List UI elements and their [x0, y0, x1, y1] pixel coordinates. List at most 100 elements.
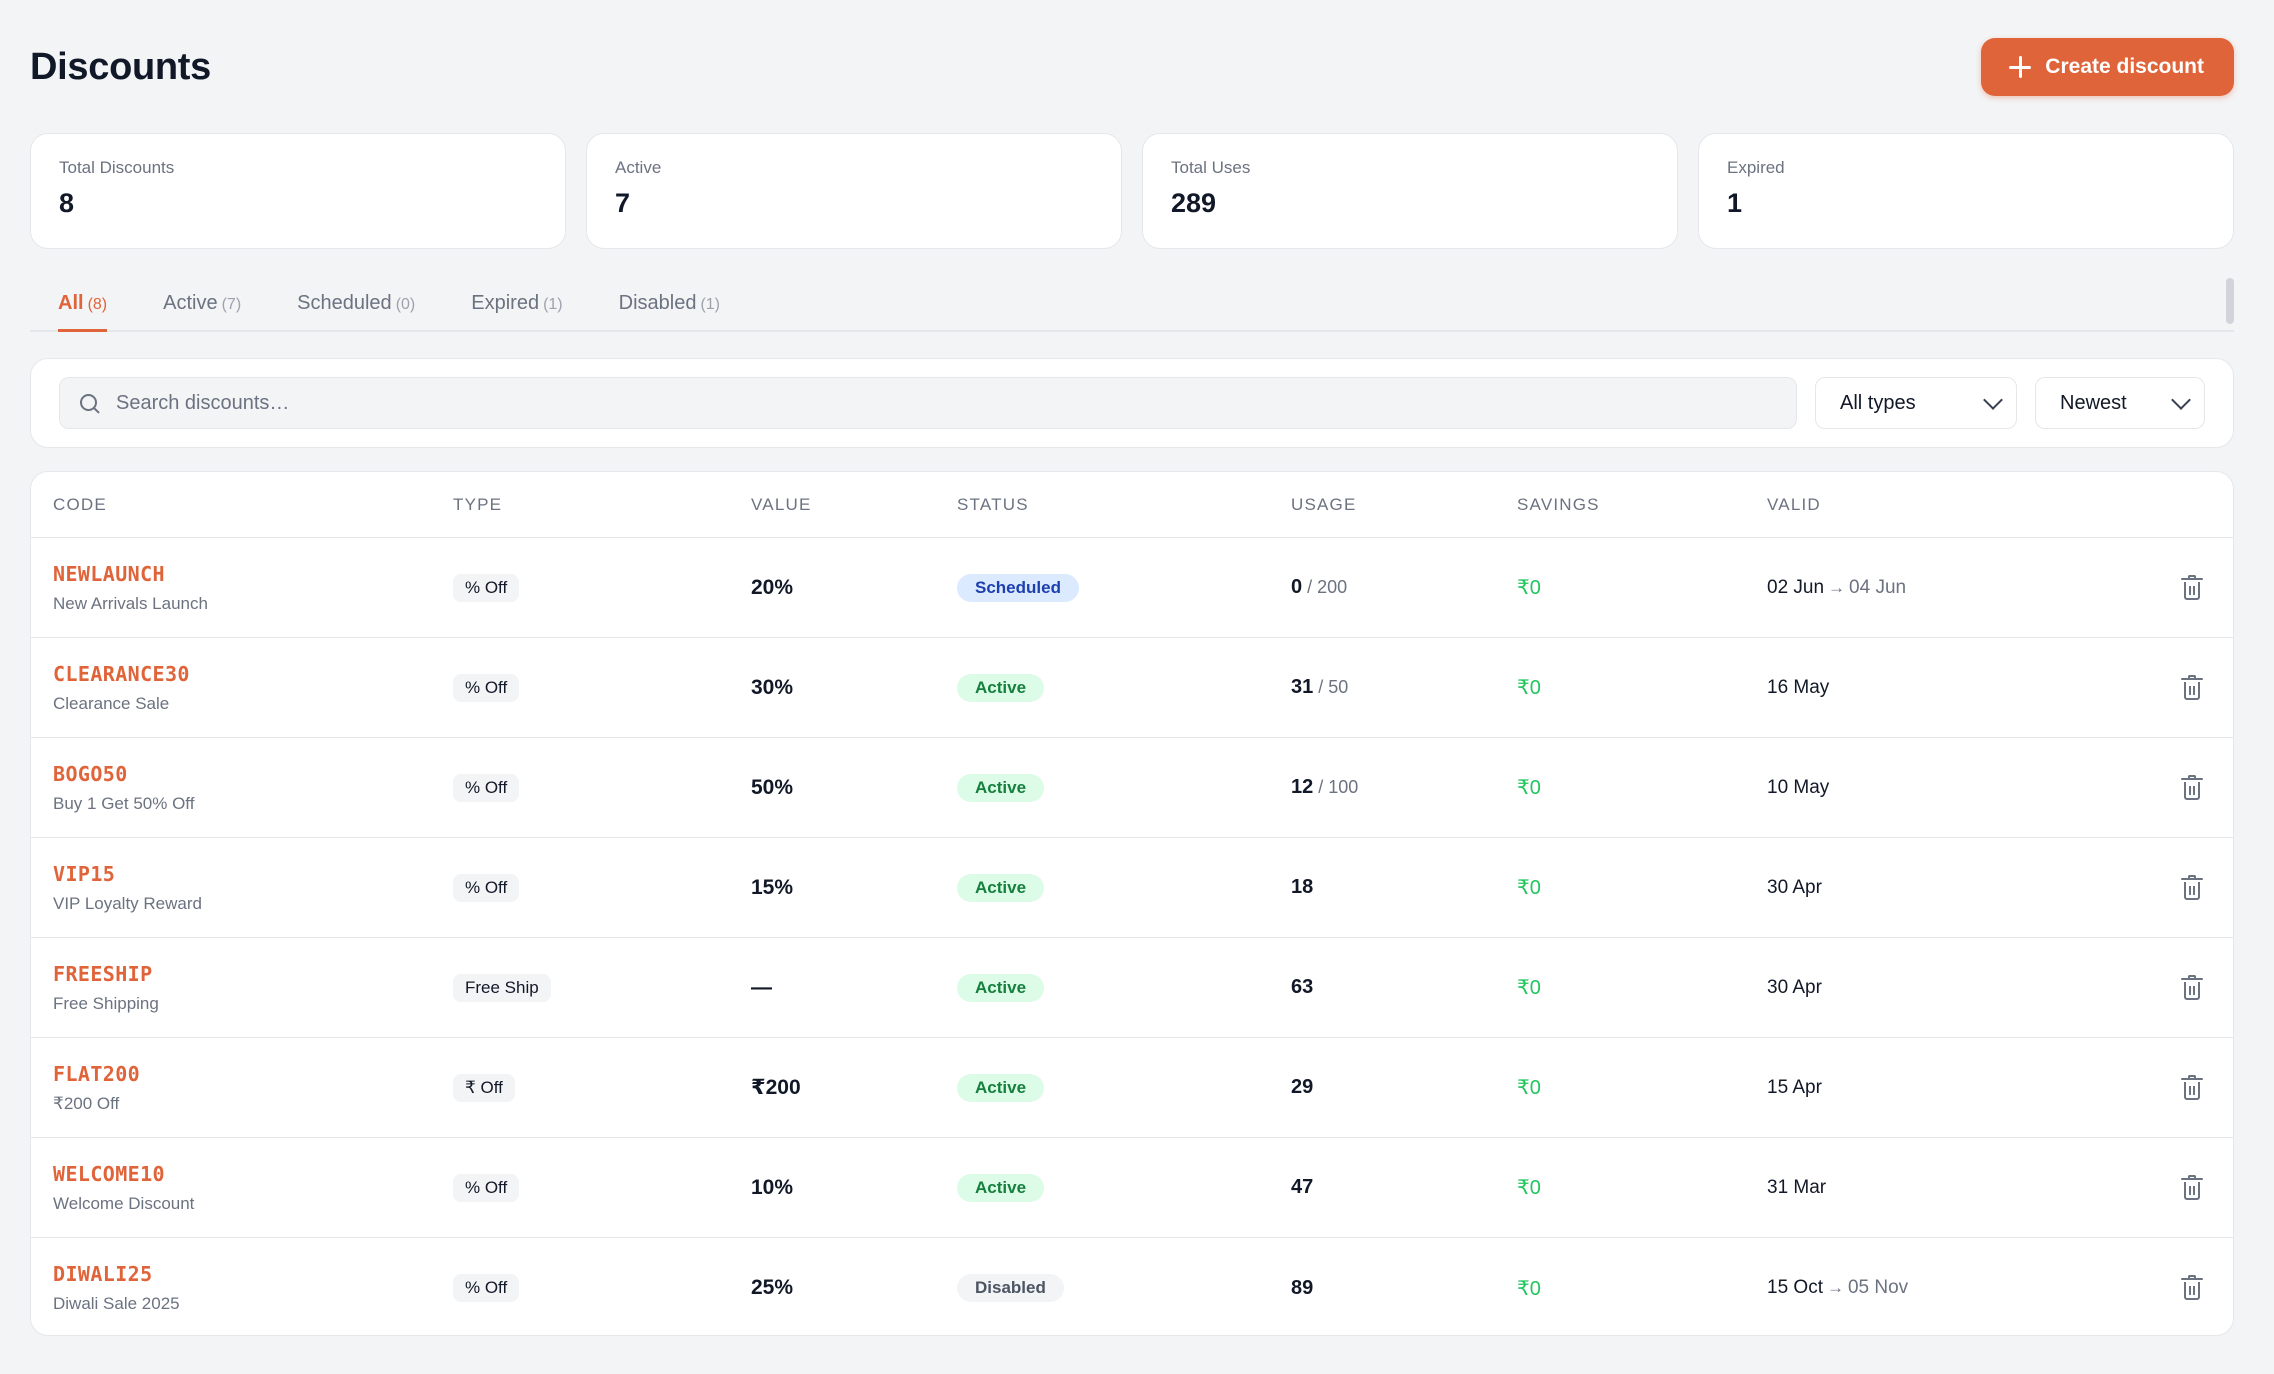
usage-cell: 12 / 100: [1291, 776, 1517, 799]
tab-disabled[interactable]: Disabled (1): [591, 280, 748, 330]
discount-name: New Arrivals Launch: [53, 593, 208, 613]
actions-cell: [2157, 574, 2227, 601]
plus-icon: [2009, 56, 2032, 78]
discount-code[interactable]: VIP15: [53, 861, 116, 886]
savings-value: ₹0: [1517, 1177, 1541, 1199]
value-cell: 30%: [751, 676, 957, 700]
tab-label: Expired: [471, 292, 540, 314]
create-discount-button[interactable]: Create discount: [1981, 38, 2234, 96]
discount-code[interactable]: BOGO50: [53, 761, 128, 786]
type-select[interactable]: All types: [1815, 377, 2017, 429]
table-row[interactable]: DIWALI25 Diwali Sale 2025 % Off 25% Disabled…: [31, 1238, 2233, 1335]
type-cell: Free Ship: [453, 973, 751, 1002]
tab-count: (7): [221, 296, 242, 313]
trash-icon[interactable]: [2181, 674, 2203, 701]
valid-cell: 15 Oct → 05 Nov: [1767, 1277, 2157, 1299]
status-cell: Disabled: [957, 1274, 1291, 1302]
usage-limit: / 100: [1313, 777, 1359, 797]
trash-icon[interactable]: [2181, 1275, 2203, 1301]
tab-expired[interactable]: Expired (1): [443, 280, 590, 330]
discount-value: —: [751, 975, 772, 999]
column-header-value: VALUE: [751, 494, 812, 514]
status-badge: Active: [957, 673, 1045, 702]
discount-code[interactable]: NEWLAUNCH: [53, 561, 165, 586]
status-cell: Active: [957, 1073, 1291, 1102]
status-cell: Active: [957, 673, 1291, 702]
savings-value: ₹0: [1517, 577, 1541, 599]
usage-cell: 18: [1291, 876, 1517, 899]
type-badge: % Off: [453, 673, 520, 702]
status-cell: Active: [957, 1173, 1291, 1202]
value-cell: 15%: [751, 876, 957, 900]
savings-cell: ₹0: [1517, 1276, 1767, 1301]
discount-code[interactable]: DIWALI25: [53, 1262, 153, 1286]
status-badge: Active: [957, 773, 1045, 802]
scrollbar-thumb[interactable]: [2226, 278, 2234, 324]
tab-active[interactable]: Active (7): [135, 280, 269, 330]
table-row[interactable]: FREESHIP Free Shipping Free Ship — Active 63 ₹…: [31, 938, 2233, 1038]
code-cell: VIP15 VIP Loyalty Reward: [31, 862, 453, 914]
type-badge: % Off: [453, 873, 520, 902]
type-cell: ₹ Off: [453, 1073, 751, 1102]
trash-icon[interactable]: [2181, 1174, 2203, 1201]
savings-cell: ₹0: [1517, 975, 1767, 1000]
discount-value: 30%: [751, 675, 794, 699]
code-cell: BOGO50 Buy 1 Get 50% Off: [31, 762, 453, 814]
discount-value: ₹200: [751, 1076, 801, 1099]
stat-card-expired: Expired 1: [1698, 133, 2234, 249]
column-header-type: TYPE: [453, 494, 503, 514]
code-cell: FLAT200 ₹200 Off: [31, 1062, 453, 1114]
type-cell: % Off: [453, 673, 751, 702]
valid-cell: 31 Mar: [1767, 1177, 2157, 1199]
tab-all[interactable]: All (8): [30, 280, 135, 332]
usage-cell: 31 / 50: [1291, 676, 1517, 699]
table-row[interactable]: VIP15 VIP Loyalty Reward % Off 15% Active 18 ₹…: [31, 838, 2233, 938]
column-header-status: STATUS: [957, 494, 1029, 514]
discount-code[interactable]: CLEARANCE30: [53, 661, 190, 686]
table-row[interactable]: WELCOME10 Welcome Discount % Off 10% Active 4…: [31, 1138, 2233, 1238]
valid-start-date: 10 May: [1767, 776, 1830, 798]
trash-icon[interactable]: [2181, 774, 2203, 801]
arrow-right-icon: →: [1826, 1278, 1844, 1297]
savings-cell: ₹0: [1517, 1175, 1767, 1200]
usage-count: 18: [1291, 876, 1314, 898]
valid-start-date: 15 Apr: [1767, 1076, 1822, 1098]
trash-icon[interactable]: [2181, 574, 2203, 601]
usage-cell: 63: [1291, 976, 1517, 999]
discount-code[interactable]: FREESHIP: [53, 961, 153, 986]
usage-count: 89: [1291, 1276, 1314, 1299]
table-row[interactable]: NEWLAUNCH New Arrivals Launch % Off 20% Sche…: [31, 538, 2233, 638]
chevron-down-icon: [1983, 389, 2003, 410]
discount-code[interactable]: WELCOME10: [53, 1161, 165, 1186]
valid-start-date: 31 Mar: [1767, 1176, 1827, 1198]
savings-value: ₹0: [1517, 777, 1541, 799]
trash-icon[interactable]: [2181, 974, 2203, 1001]
actions-cell: [2157, 1275, 2227, 1301]
code-cell: NEWLAUNCH New Arrivals Launch: [31, 562, 453, 614]
tab-scheduled[interactable]: Scheduled (0): [269, 280, 443, 330]
usage-count: 47: [1291, 1176, 1314, 1198]
valid-end-date: 04 Jun: [1849, 576, 1907, 598]
type-cell: % Off: [453, 773, 751, 802]
code-cell: FREESHIP Free Shipping: [31, 962, 453, 1014]
discount-name: Diwali Sale 2025: [53, 1294, 180, 1313]
table-row[interactable]: CLEARANCE30 Clearance Sale % Off 30% Active 3…: [31, 638, 2233, 738]
search-input[interactable]: [116, 391, 1796, 415]
trash-icon[interactable]: [2181, 874, 2203, 901]
discount-name: Buy 1 Get 50% Off: [53, 793, 195, 813]
table-row[interactable]: BOGO50 Buy 1 Get 50% Off % Off 50% Active 12 …: [31, 738, 2233, 838]
value-cell: —: [751, 976, 957, 1000]
valid-end-date: 05 Nov: [1847, 1277, 1909, 1298]
valid-cell: 15 Apr: [1767, 1077, 2157, 1099]
discount-code[interactable]: FLAT200: [53, 1061, 141, 1086]
usage-cell: 0 / 200: [1291, 576, 1517, 599]
savings-value: ₹0: [1517, 1077, 1541, 1099]
type-cell: % Off: [453, 573, 751, 602]
table-row[interactable]: FLAT200 ₹200 Off ₹ Off ₹200 Active 29 ₹0 15 Apr: [31, 1038, 2233, 1138]
trash-icon[interactable]: [2181, 1074, 2203, 1101]
type-badge: % Off: [453, 1173, 520, 1202]
type-badge: % Off: [453, 773, 520, 802]
sort-select[interactable]: Newest: [2035, 377, 2205, 429]
tab-count: (0): [395, 296, 416, 313]
